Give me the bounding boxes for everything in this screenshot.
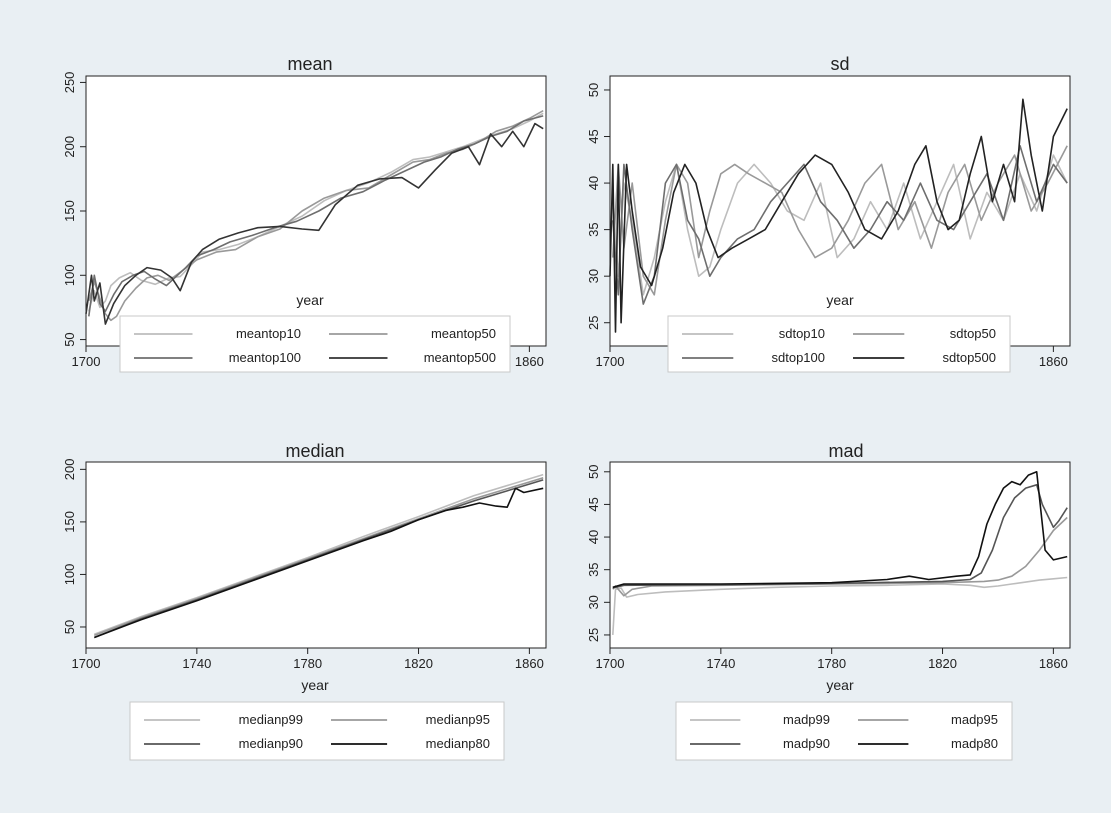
y-tick-label: 150 [62,200,77,222]
legend-label-medianp90: medianp90 [239,736,303,751]
x-tick-label: 1860 [1039,354,1068,369]
y-tick-label: 250 [62,72,77,94]
x-tick-label: 1820 [928,656,957,671]
legend-label-meantop100: meantop100 [229,350,301,365]
legend-label-meantop50: meantop50 [431,326,496,341]
x-tick-label: 1700 [72,656,101,671]
x-axis-label: year [296,292,324,308]
x-tick-label: 1820 [404,656,433,671]
y-tick-label: 50 [586,83,601,97]
legend-label-madp90: madp90 [783,736,830,751]
y-tick-label: 100 [62,264,77,286]
x-tick-label: 1860 [515,354,544,369]
legend-label-madp80: madp80 [951,736,998,751]
chart-panel-sd: sd17001740178018201860253035404550yearsd… [586,54,1071,373]
series-line-medianp80 [94,487,544,639]
series-line-meantop500 [85,122,544,325]
x-tick-label: 1700 [72,354,101,369]
legend-label-medianp99: medianp99 [239,712,303,727]
legend-label-sdtop10: sdtop10 [779,326,825,341]
x-axis-label: year [301,677,329,693]
x-tick-label: 1860 [515,656,544,671]
legend-label-sdtop500: sdtop500 [943,350,997,365]
x-tick-label: 1740 [182,656,211,671]
chart-panel-mean: mean1700174017801820186050100150200250ye… [62,54,547,373]
y-tick-label: 50 [586,465,601,479]
legend-box [667,315,1011,373]
legend-label-sdtop100: sdtop100 [772,350,826,365]
legend-box [675,701,1013,761]
series-line-madp99 [612,576,1068,635]
chart-title: mad [828,441,863,461]
y-tick-label: 200 [62,459,77,481]
y-tick-label: 150 [62,511,77,533]
chart-title: mean [287,54,332,74]
legend-label-madp99: madp99 [783,712,830,727]
legend-label-medianp95: medianp95 [426,712,490,727]
x-tick-label: 1740 [706,656,735,671]
y-tick-label: 50 [62,332,77,346]
y-tick-label: 30 [586,269,601,283]
series-line-meantop100 [88,115,544,317]
legend-label-madp95: madp95 [951,712,998,727]
plot-area [85,75,547,347]
x-axis-label: year [826,677,854,693]
y-tick-label: 40 [586,176,601,190]
x-tick-label: 1700 [596,656,625,671]
y-tick-label: 30 [586,595,601,609]
series-line-medianp90 [94,479,544,639]
y-tick-label: 100 [62,564,77,586]
plot-area [609,461,1071,649]
legend-label-sdtop50: sdtop50 [950,326,996,341]
legend-label-meantop500: meantop500 [424,350,496,365]
series-line-sdtop500 [609,98,1068,333]
series-line-madp95 [612,516,1068,597]
y-tick-label: 35 [586,562,601,576]
series-line-medianp95 [94,477,544,637]
legend-box [129,701,505,761]
y-tick-label: 200 [62,136,77,158]
y-tick-label: 45 [586,129,601,143]
y-tick-label: 40 [586,530,601,544]
chart-title: median [285,441,344,461]
chart-panel-median: median 1700 1740 1780 1820 1860 50 100 150 200 yea… [62,441,547,761]
series-line-madp80 [612,470,1068,589]
y-tick-label: 35 [586,222,601,236]
chart-title: sd [830,54,849,74]
legend-label-medianp80: medianp80 [426,736,490,751]
series-line-sdtop50 [612,145,1068,296]
series-line-sdtop100 [612,145,1068,305]
series-line-medianp99 [94,473,544,636]
y-tick-label: 25 [586,315,601,329]
legend-box [119,315,511,373]
y-tick-label: 25 [586,628,601,642]
legend-label-meantop10: meantop10 [236,326,301,341]
y-tick-label: 45 [586,497,601,511]
x-axis-label: year [826,292,854,308]
x-tick-label: 1780 [817,656,846,671]
x-tick-label: 1860 [1039,656,1068,671]
y-tick-label: 50 [62,620,77,634]
x-tick-label: 1780 [293,656,322,671]
x-tick-label: 1700 [596,354,625,369]
chart-panel-mad: mad 1700 1740 1780 1820 1860 25 30 35 40 45 50 year m… [586,441,1071,761]
